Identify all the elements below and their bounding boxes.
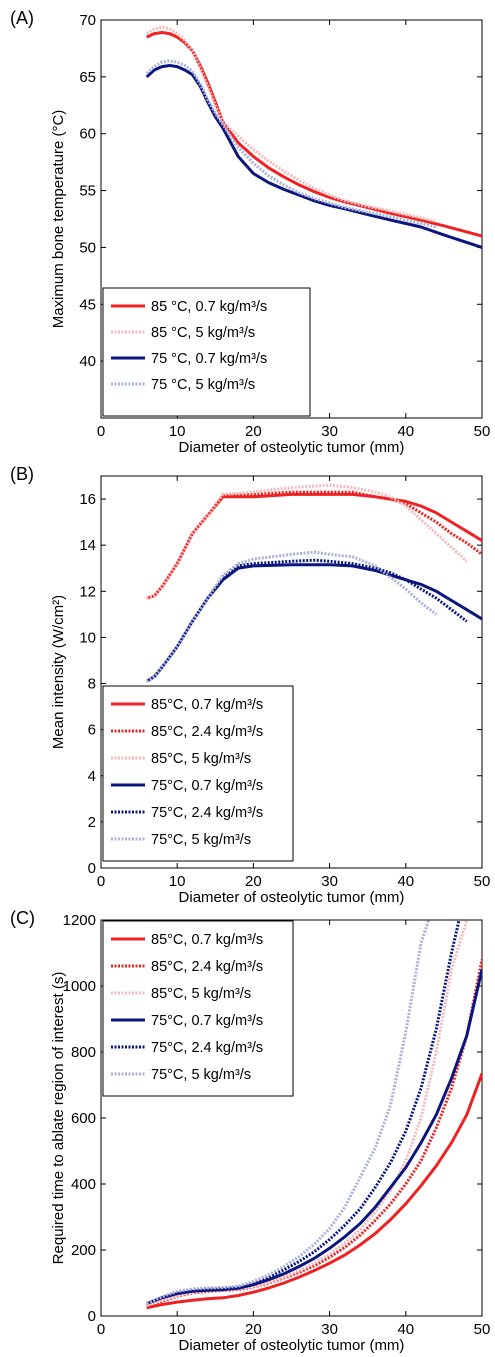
x-axis-label: Diameter of osteolytic tumor (mm) bbox=[179, 889, 405, 906]
y-tick-label: 1200 bbox=[63, 912, 96, 929]
legend: 85°C, 0.7 kg/m³/s 85°C, 2.4 kg/m³/s 85°C, … bbox=[102, 920, 294, 1097]
x-tick-label: 40 bbox=[397, 873, 414, 890]
series-line bbox=[146, 490, 482, 600]
x-axis-label: Diameter of osteolytic tumor (mm) bbox=[179, 1337, 405, 1354]
y-axis-label: Mean intensity (W/cm²) bbox=[50, 595, 67, 749]
legend-box bbox=[102, 685, 294, 862]
y-tick-label: 65 bbox=[79, 69, 96, 86]
legend-label: 75°C, 5 kg/m³/s bbox=[151, 1067, 251, 1083]
y-tick-label: 55 bbox=[79, 183, 96, 200]
legend-label: 85°C, 0.7 kg/m³/s bbox=[151, 932, 263, 948]
panel-label: (A) bbox=[10, 8, 34, 28]
series-line bbox=[146, 920, 469, 1307]
x-tick-label: 0 bbox=[97, 1321, 105, 1338]
y-tick-label: 50 bbox=[79, 239, 96, 256]
legend-label: 85 °C, 0.7 kg/m³/s bbox=[151, 299, 267, 315]
x-tick-label: 40 bbox=[397, 423, 414, 440]
y-tick-label: 14 bbox=[79, 537, 96, 554]
series-line bbox=[145, 550, 438, 683]
legend-box bbox=[102, 287, 311, 417]
y-tick-label: 0 bbox=[88, 1308, 96, 1325]
y-tick-label: 600 bbox=[71, 1110, 96, 1127]
y-tick-label: 40 bbox=[79, 353, 96, 370]
legend-label: 75°C, 2.4 kg/m³/s bbox=[151, 805, 263, 821]
legend: 85°C, 0.7 kg/m³/s 85°C, 2.4 kg/m³/s 85°C, … bbox=[102, 685, 294, 862]
series-line bbox=[145, 59, 437, 229]
series-line bbox=[146, 483, 468, 600]
legend-label: 85 °C, 5 kg/m³/s bbox=[151, 325, 255, 341]
series-line bbox=[146, 920, 461, 1305]
x-tick-label: 10 bbox=[169, 423, 186, 440]
x-axis-label: Diameter of osteolytic tumor (mm) bbox=[179, 439, 405, 456]
y-axis-label: Required time to ablate region of intere… bbox=[50, 972, 67, 1265]
y-tick-label: 0 bbox=[88, 860, 96, 877]
x-tick-label: 30 bbox=[321, 1321, 338, 1338]
legend-label: 75°C, 0.7 kg/m³/s bbox=[151, 778, 263, 794]
x-tick-label: 50 bbox=[474, 423, 491, 440]
legend-label: 85°C, 2.4 kg/m³/s bbox=[151, 959, 263, 975]
y-tick-label: 60 bbox=[79, 126, 96, 143]
y-axis-label: Maximum bone temperature (°C) bbox=[50, 110, 67, 329]
series-line bbox=[145, 25, 437, 223]
y-tick-label: 16 bbox=[79, 491, 96, 508]
x-tick-label: 30 bbox=[321, 423, 338, 440]
y-tick-label: 800 bbox=[71, 1044, 96, 1061]
legend-label: 85°C, 5 kg/m³/s bbox=[151, 751, 251, 767]
x-tick-label: 20 bbox=[245, 1321, 262, 1338]
x-tick-label: 20 bbox=[245, 423, 262, 440]
y-tick-label: 200 bbox=[71, 1242, 96, 1259]
legend-label: 85°C, 0.7 kg/m³/s bbox=[151, 697, 263, 713]
x-tick-label: 0 bbox=[97, 423, 105, 440]
y-tick-label: 6 bbox=[88, 722, 96, 739]
x-tick-label: 40 bbox=[397, 1321, 414, 1338]
chart-panel-a: 0 10 20 30 40 50 40 45 50 55 60 65 70 Diameter of ost… bbox=[10, 8, 490, 456]
y-tick-label: 8 bbox=[88, 676, 96, 693]
legend-label: 85°C, 2.4 kg/m³/s bbox=[151, 724, 263, 740]
x-tick-label: 20 bbox=[245, 873, 262, 890]
legend-label: 75°C, 5 kg/m³/s bbox=[151, 832, 251, 848]
legend-box bbox=[102, 920, 294, 1097]
y-tick-label: 1000 bbox=[63, 978, 96, 995]
plot-area bbox=[145, 483, 482, 683]
series-line bbox=[145, 563, 482, 683]
chart-panel-c: 0 10 20 30 40 50 0 200 400 600 800 1000 1200 Diameter… bbox=[10, 908, 490, 1354]
panel-label: (B) bbox=[10, 464, 34, 484]
legend-label: 75 °C, 5 kg/m³/s bbox=[151, 377, 255, 393]
series-line bbox=[146, 920, 431, 1305]
y-tick-label: 45 bbox=[79, 296, 96, 313]
x-tick-label: 30 bbox=[321, 873, 338, 890]
x-tick-label: 50 bbox=[474, 873, 491, 890]
series-line bbox=[146, 31, 482, 238]
x-tick-label: 10 bbox=[169, 1321, 186, 1338]
series-line bbox=[145, 558, 468, 683]
y-tick-label: 4 bbox=[88, 768, 96, 785]
legend-label: 75°C, 2.4 kg/m³/s bbox=[151, 1040, 263, 1056]
x-tick-label: 50 bbox=[474, 1321, 491, 1338]
legend-label: 85°C, 5 kg/m³/s bbox=[151, 986, 251, 1002]
y-tick-label: 12 bbox=[79, 583, 96, 600]
series-line bbox=[145, 64, 482, 249]
y-tick-label: 2 bbox=[88, 814, 96, 831]
legend-label: 75 °C, 0.7 kg/m³/s bbox=[151, 351, 267, 367]
chart-panel-b: 0 10 20 30 40 50 0 2 4 6 8 10 12 14 16 Diameter of oste… bbox=[10, 464, 490, 906]
legend: 85 °C, 0.7 kg/m³/s 85 °C, 5 kg/m³/s 75 °C,… bbox=[102, 287, 311, 417]
y-tick-label: 400 bbox=[71, 1176, 96, 1193]
plot-area bbox=[145, 25, 482, 249]
series-line bbox=[146, 1072, 482, 1310]
panel-label: (C) bbox=[10, 908, 35, 928]
y-tick-label: 70 bbox=[79, 12, 96, 29]
axes-box bbox=[100, 19, 483, 419]
x-tick-label: 10 bbox=[169, 873, 186, 890]
series-line bbox=[146, 492, 482, 600]
x-tick-label: 0 bbox=[97, 873, 105, 890]
plot-area bbox=[146, 920, 482, 1310]
legend-label: 75°C, 0.7 kg/m³/s bbox=[151, 1013, 263, 1029]
axes-box bbox=[100, 475, 483, 869]
y-tick-label: 10 bbox=[79, 629, 96, 646]
